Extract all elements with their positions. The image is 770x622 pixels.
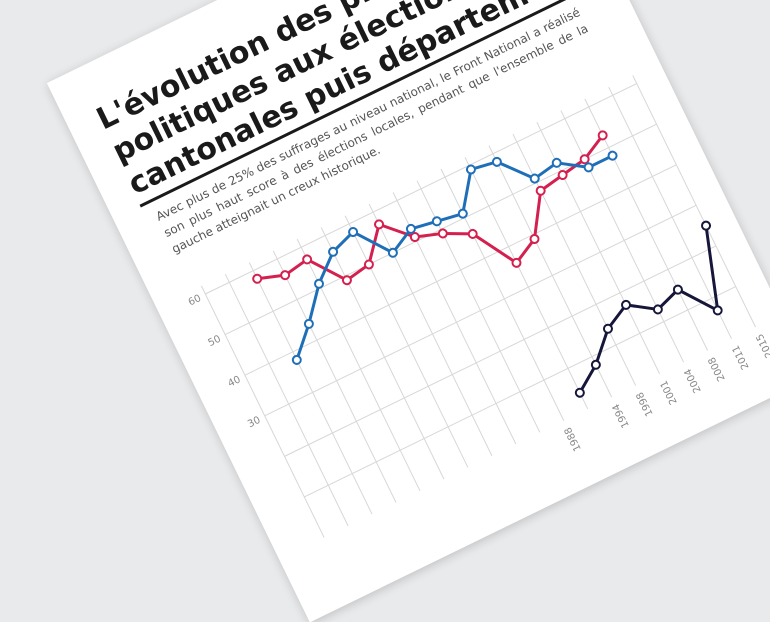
x-tick-label: 1994: [611, 402, 632, 430]
y-tick-label: 60: [187, 293, 203, 308]
data-point: [583, 162, 594, 173]
data-point: [387, 247, 398, 258]
data-point: [363, 259, 374, 270]
grid-line-vertical: [560, 110, 685, 363]
data-point: [579, 154, 590, 165]
data-point: [303, 318, 314, 329]
data-point: [602, 323, 613, 334]
grid-line-horizontal: [264, 204, 697, 417]
data-point: [314, 278, 325, 289]
data-point: [511, 257, 522, 268]
grid-line-vertical: [224, 273, 349, 527]
grid-line-vertical: [608, 86, 733, 340]
data-point: [529, 173, 540, 184]
series-line-2: [578, 225, 720, 394]
data-point: [252, 273, 263, 284]
data-point: [574, 387, 585, 398]
data-point: [467, 228, 478, 239]
grid-line-vertical: [488, 145, 613, 398]
data-point: [457, 208, 468, 219]
data-point: [409, 232, 420, 243]
data-point: [529, 233, 540, 244]
data-point: [491, 156, 502, 167]
grid-line-vertical: [368, 203, 493, 456]
data-point: [551, 157, 562, 168]
data-point: [302, 254, 313, 265]
grid-line-vertical: [344, 215, 469, 468]
data-point: [712, 305, 723, 316]
y-tick-label: 30: [246, 415, 262, 430]
x-tick-label: 2011: [731, 343, 752, 371]
x-tick-label: 2008: [707, 355, 728, 383]
data-point: [590, 359, 601, 370]
legend-label: Total droite: [630, 416, 686, 451]
x-tick-label: 1988: [563, 425, 584, 453]
x-tick-label: 2004: [683, 367, 704, 395]
legend-swatch: [621, 407, 694, 456]
x-tick-label: 1998: [635, 390, 656, 418]
data-point: [465, 164, 476, 175]
data-point: [672, 284, 683, 295]
grid-line-vertical: [440, 168, 565, 421]
data-point: [431, 216, 442, 227]
y-tick-label: 40: [226, 374, 242, 389]
data-point: [405, 223, 416, 234]
grid-line-vertical: [584, 98, 709, 351]
data-point: [341, 275, 352, 286]
grid-line-vertical: [248, 262, 373, 515]
grid-line-vertical: [632, 75, 756, 328]
legend-label: Extrême-droite: [701, 372, 770, 416]
data-point: [557, 169, 568, 180]
data-point: [607, 150, 618, 161]
grid-line-horizontal: [205, 83, 637, 295]
chart-card: L'évolution des principales forces polit…: [46, 0, 770, 622]
data-point: [701, 220, 712, 231]
grid-line-vertical: [296, 238, 421, 492]
data-point: [652, 304, 663, 315]
data-point: [348, 226, 359, 237]
grid-line-horizontal: [244, 164, 677, 376]
data-point: [597, 130, 608, 141]
y-tick-label: 50: [207, 334, 223, 349]
legend-swatch: [691, 364, 770, 422]
grid-line-vertical: [272, 250, 397, 503]
grid-line-vertical: [464, 157, 589, 410]
data-point: [291, 354, 302, 365]
data-point: [535, 185, 546, 196]
data-point: [280, 270, 291, 281]
grid-line-vertical: [200, 285, 325, 538]
grid-line-vertical: [320, 227, 445, 480]
x-tick-label: 2001: [659, 378, 680, 406]
grid-line-horizontal: [284, 245, 717, 457]
data-point: [437, 228, 448, 239]
data-point: [328, 246, 339, 257]
x-tick-label: 2015: [755, 332, 770, 360]
data-point: [620, 299, 631, 310]
data-point: [374, 219, 385, 230]
grid-line-vertical: [512, 133, 637, 386]
grid-line-horizontal: [304, 286, 736, 498]
